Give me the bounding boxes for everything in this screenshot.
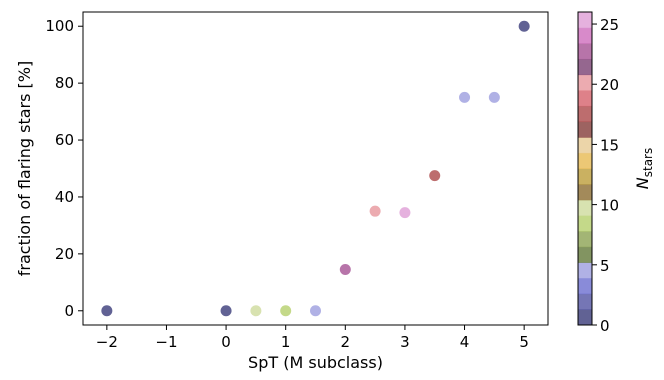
x-tick-label: 4	[460, 333, 470, 351]
colorbar-segment	[578, 27, 592, 44]
y-tick-label: 100	[45, 17, 74, 35]
colorbar-segment	[578, 246, 592, 263]
colorbar-segment	[578, 121, 592, 138]
plot-frame	[82, 11, 549, 326]
data-point	[310, 305, 321, 317]
colorbar-segment	[578, 152, 592, 169]
colorbar-segment	[578, 105, 592, 123]
x-tick-label: 5	[519, 333, 529, 351]
colorbar-segment	[578, 262, 592, 279]
colorbar-segment	[578, 278, 592, 295]
colorbar-segment	[578, 137, 592, 154]
data-point	[101, 305, 113, 317]
y-tick-label: 20	[55, 245, 74, 263]
colorbar: 0 5 10 15 20 25	[577, 11, 619, 335]
colorbar-segment	[578, 199, 592, 216]
data-point	[250, 305, 262, 317]
colorbar-tick-label: 5	[600, 257, 610, 275]
x-axis-label: SpT (M subclass)	[248, 353, 383, 372]
colorbar-tick-label: 15	[600, 136, 619, 154]
colorbar-segment	[578, 58, 592, 76]
y-axis: 0 20 40 60 80 100	[45, 17, 83, 320]
colorbar-segment	[578, 184, 592, 201]
colorbar-tick-label: 10	[600, 197, 619, 215]
y-tick-label: 80	[55, 74, 74, 92]
data-point	[220, 305, 232, 317]
colorbar-segment	[578, 74, 592, 91]
data-point	[280, 305, 292, 317]
x-tick-label: −1	[155, 333, 177, 351]
colorbar-label-sub: stars	[641, 148, 655, 178]
data-point	[429, 170, 441, 182]
x-tick-label: 1	[281, 333, 291, 351]
data-points	[101, 20, 530, 317]
y-tick-label: 60	[55, 131, 74, 149]
data-point	[399, 207, 411, 219]
colorbar-segment	[578, 231, 592, 248]
colorbar-segment	[578, 43, 592, 60]
x-tick-label: 0	[221, 333, 231, 351]
data-point	[518, 20, 530, 32]
colorbar-tick-label: 20	[600, 76, 619, 94]
data-point	[488, 91, 500, 103]
colorbar-segment	[578, 309, 592, 326]
colorbar-segment	[578, 12, 592, 29]
x-axis: −2 −1 0 1 2 3 4 5	[96, 325, 529, 351]
colorbar-frame	[577, 11, 593, 326]
data-point	[369, 205, 381, 217]
colorbar-segment	[578, 90, 592, 107]
colorbar-tick-label: 0	[600, 317, 610, 335]
y-axis-label: fraction of flaring stars [%]	[15, 61, 34, 276]
data-point	[339, 264, 351, 276]
colorbar-tick-label: 25	[600, 16, 619, 34]
colorbar-label-main: N	[633, 177, 652, 189]
y-tick-label: 0	[64, 302, 74, 320]
colorbar-segment	[578, 168, 592, 185]
data-point	[459, 91, 471, 103]
x-tick-label: 2	[341, 333, 351, 351]
colorbar-segment	[578, 293, 592, 310]
colorbar-label: Nstars	[633, 148, 655, 189]
x-tick-label: 3	[400, 333, 410, 351]
y-tick-label: 40	[55, 188, 74, 206]
x-tick-label: −2	[96, 333, 118, 351]
colorbar-segment	[578, 215, 592, 232]
